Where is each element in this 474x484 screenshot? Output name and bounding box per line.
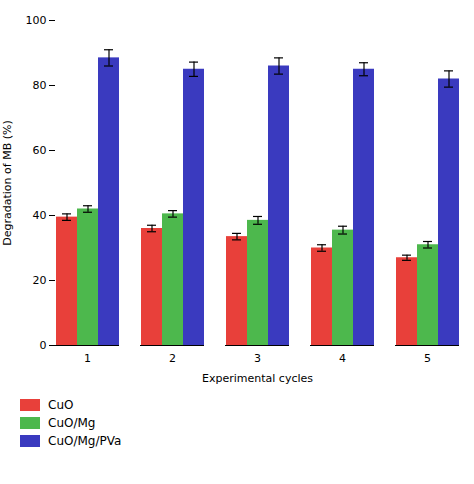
svg-text:100: 100 — [26, 14, 47, 27]
svg-text:Experimental cycles: Experimental cycles — [202, 372, 313, 385]
svg-text:2: 2 — [169, 352, 176, 365]
svg-text:1: 1 — [84, 352, 91, 365]
html-text:CuO/Mg: CuO/Mg — [48, 416, 96, 430]
svg-text:4: 4 — [339, 352, 346, 365]
html-text:CuO/Mg/PVa: CuO/Mg/PVa — [48, 434, 122, 448]
html-text:CuO: CuO — [48, 398, 74, 412]
svg-text:3: 3 — [254, 352, 261, 365]
svg-text:20: 20 — [33, 274, 47, 287]
svg-text:Degradation of MB (%): Degradation of MB (%) — [1, 120, 14, 245]
svg-text:40: 40 — [33, 209, 47, 222]
svg-text:5: 5 — [424, 352, 431, 365]
svg-text:0: 0 — [40, 339, 47, 352]
svg-text:80: 80 — [33, 79, 47, 92]
svg-text:60: 60 — [33, 144, 47, 157]
